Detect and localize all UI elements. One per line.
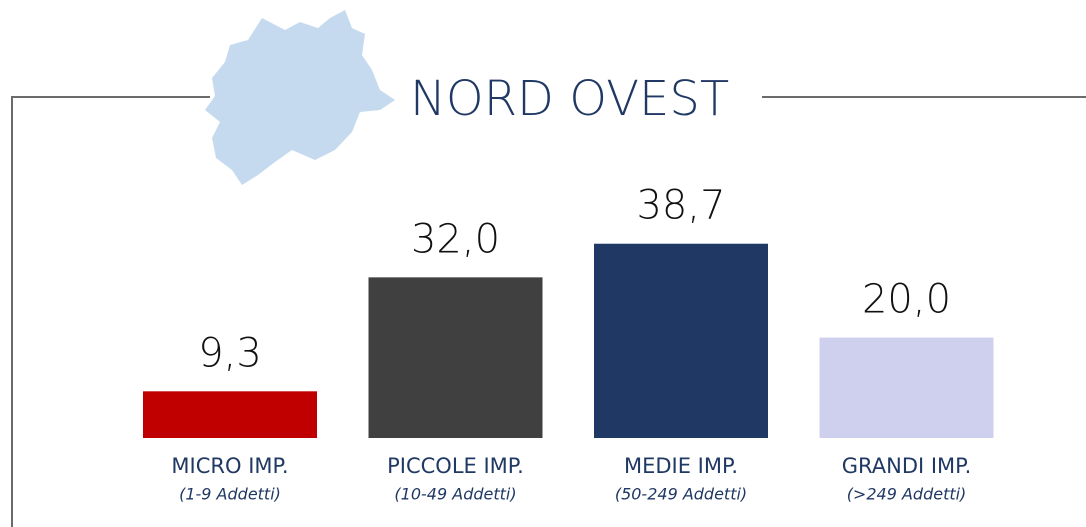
value-label: 38,7 (636, 183, 725, 229)
bar (143, 391, 317, 438)
region-map (205, 10, 395, 185)
category-label: MEDIE IMP. (624, 454, 738, 478)
chart-title: NORD OVEST (410, 71, 729, 127)
category-note: (10-49 Addetti) (394, 485, 516, 504)
category-label: GRANDI IMP. (842, 454, 972, 478)
value-label: 32,0 (411, 216, 500, 262)
value-label: 9,3 (198, 330, 262, 376)
frame-line-left (11, 96, 210, 527)
bar (594, 243, 768, 438)
bar (368, 277, 543, 438)
value-label: 20,0 (862, 277, 951, 323)
category-label: MICRO IMP. (171, 454, 288, 478)
category-label: PICCOLE IMP. (387, 454, 524, 478)
category-note: (50-249 Addetti) (615, 485, 747, 504)
category-note: (>249 Addetti) (847, 485, 967, 504)
frame (11, 96, 1086, 527)
category-note: (1-9 Addetti) (179, 485, 281, 504)
bar (819, 337, 994, 438)
